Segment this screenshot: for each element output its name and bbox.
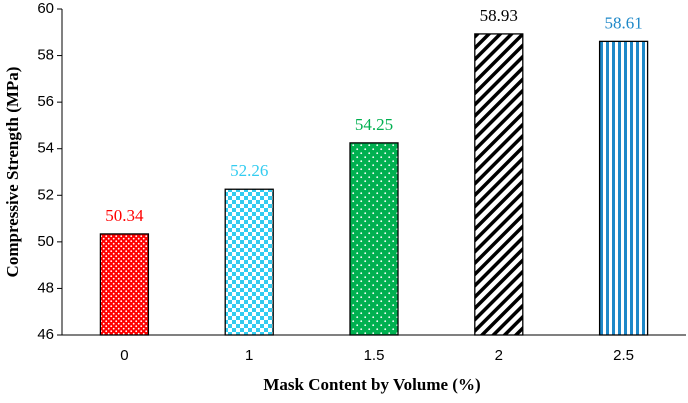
y-axis-title: Compressive Strength (MPa): [3, 67, 22, 278]
y-tick-label: 56: [37, 93, 54, 110]
x-tick-label: 1: [245, 347, 253, 364]
y-tick-label: 60: [37, 0, 54, 17]
x-tick-label: 2: [495, 347, 503, 364]
value-label: 50.34: [105, 206, 144, 225]
bar: [349, 142, 399, 336]
y-tick-label: 58: [37, 47, 54, 64]
x-tick-label: 1.5: [364, 347, 385, 364]
y-tick-label: 54: [37, 140, 54, 157]
y-tick-label: 46: [37, 326, 54, 343]
x-axis-title: Mask Content by Volume (%): [263, 375, 480, 394]
y-tick-label: 50: [37, 233, 54, 250]
bar: [474, 33, 524, 336]
x-tick-label: 2.5: [613, 347, 634, 364]
y-tick-label: 52: [37, 186, 54, 203]
y-tick-label: 48: [37, 279, 54, 296]
bar: [224, 188, 274, 336]
value-label: 58.61: [604, 13, 642, 32]
x-tick-label: 0: [120, 347, 128, 364]
bar: [99, 233, 150, 336]
value-label: 58.93: [480, 6, 518, 25]
value-label: 52.26: [230, 161, 268, 180]
bar: [598, 40, 649, 336]
value-label: 54.25: [355, 115, 393, 134]
